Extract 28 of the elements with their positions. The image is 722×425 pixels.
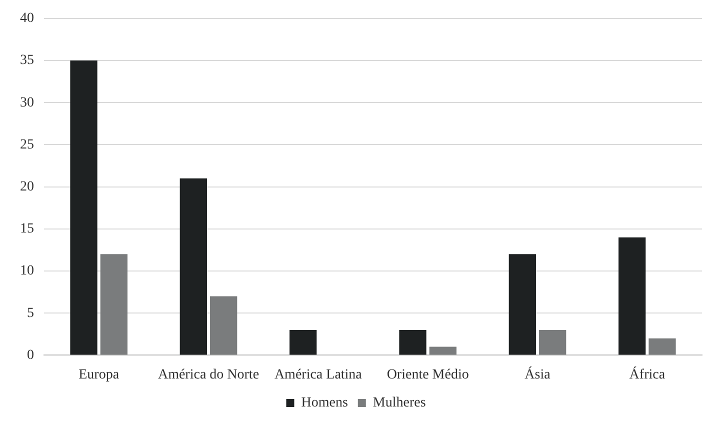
bar — [180, 178, 207, 355]
y-tick-label: 30 — [20, 95, 34, 110]
y-tick-label: 0 — [27, 348, 34, 363]
legend-label: Homens — [301, 396, 348, 411]
y-tick-label: 25 — [20, 137, 34, 152]
legend-label: Mulheres — [372, 396, 426, 411]
y-tick-label: 20 — [20, 179, 34, 194]
y-tick-label: 40 — [20, 11, 34, 26]
bar — [290, 330, 317, 355]
bar — [70, 60, 98, 355]
x-tick-label: América do Norte — [158, 367, 260, 382]
bar — [648, 338, 676, 355]
x-tick-label: Oriente Médio — [386, 367, 469, 382]
x-tick-label: América Latina — [274, 367, 363, 382]
y-tick-label: 10 — [20, 264, 34, 279]
bar — [399, 330, 426, 355]
y-tick-label: 15 — [20, 222, 34, 237]
bar — [539, 330, 566, 355]
x-tick-label: África — [629, 365, 666, 382]
bar — [100, 254, 128, 355]
bar — [618, 237, 646, 355]
bar — [429, 346, 456, 355]
y-tick-label: 35 — [20, 53, 34, 68]
x-tick-label: Europa — [78, 367, 120, 382]
bar — [210, 296, 238, 355]
x-tick-label: Ásia — [524, 365, 552, 382]
y-tick-label: 5 — [27, 306, 34, 321]
bar — [508, 254, 536, 355]
